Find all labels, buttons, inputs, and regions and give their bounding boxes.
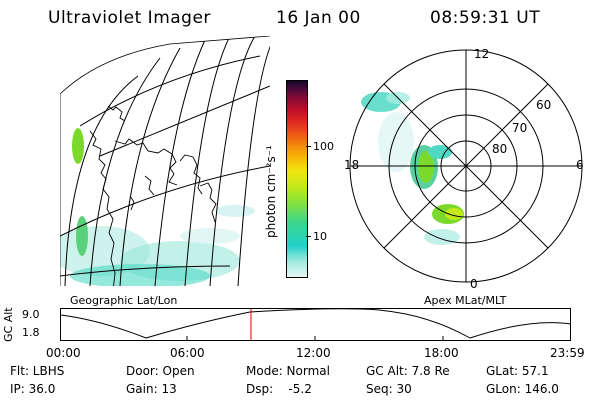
date-label: 16 Jan 00 xyxy=(276,8,361,28)
gain-info: Gain: 13 xyxy=(126,382,177,396)
app-title: Ultraviolet Imager xyxy=(48,8,211,28)
xtick-1200: 12:00 xyxy=(296,346,331,360)
lat-label-60: 60 xyxy=(536,98,551,112)
altitude-tick-high: 9.0 xyxy=(22,308,40,321)
glat-info: GLat: 57.1 xyxy=(486,364,549,378)
xtick-0000: 00:00 xyxy=(46,346,81,360)
mode-info: Mode: Normal xyxy=(246,364,330,378)
glon-info: GLon: 146.0 xyxy=(486,382,559,396)
color-scale-bar xyxy=(286,80,308,278)
lat-label-80: 80 xyxy=(492,142,507,156)
altitude-plot xyxy=(60,308,572,341)
time-label: 08:59:31 UT xyxy=(430,8,541,28)
geographic-map xyxy=(60,36,270,286)
polar-map-label: Apex MLat/MLT xyxy=(424,294,507,307)
mlt-label-bottom: 0 xyxy=(470,277,478,291)
altitude-tick-low: 1.8 xyxy=(22,326,40,339)
mlt-label-top: 12 xyxy=(474,47,489,61)
seq-info: Seq: 30 xyxy=(366,382,412,396)
mlt-label-left: 18 xyxy=(344,158,359,172)
altitude-axis-label: GC Alt xyxy=(2,307,15,342)
xtick-2359: 23:59 xyxy=(550,346,585,360)
geo-aurora-glow xyxy=(60,128,255,286)
colorbar-tick-100: 100 xyxy=(313,140,334,153)
colorbar-tick-10: 10 xyxy=(313,230,327,243)
polar-map: 12 18 6 0 60 70 80 xyxy=(344,47,584,291)
dsp-info: Dsp: -5.2 xyxy=(246,382,312,396)
colorbar-tick-mark xyxy=(306,146,311,147)
xtick-0600: 06:00 xyxy=(170,346,205,360)
mlt-label-right: 6 xyxy=(576,158,584,172)
gc-alt-info: GC Alt: 7.8 Re xyxy=(366,364,450,378)
lat-label-70: 70 xyxy=(512,121,527,135)
colorbar-unit-label: photon cm⁻²s⁻¹ xyxy=(264,145,278,238)
colorbar-tick-mark xyxy=(306,236,311,237)
door-info: Door: Open xyxy=(126,364,195,378)
xtick-1800: 18:00 xyxy=(424,346,459,360)
ip-info: IP: 36.0 xyxy=(10,382,56,396)
filter-info: Flt: LBHS xyxy=(10,364,65,378)
geo-map-label: Geographic Lat/Lon xyxy=(70,294,178,307)
